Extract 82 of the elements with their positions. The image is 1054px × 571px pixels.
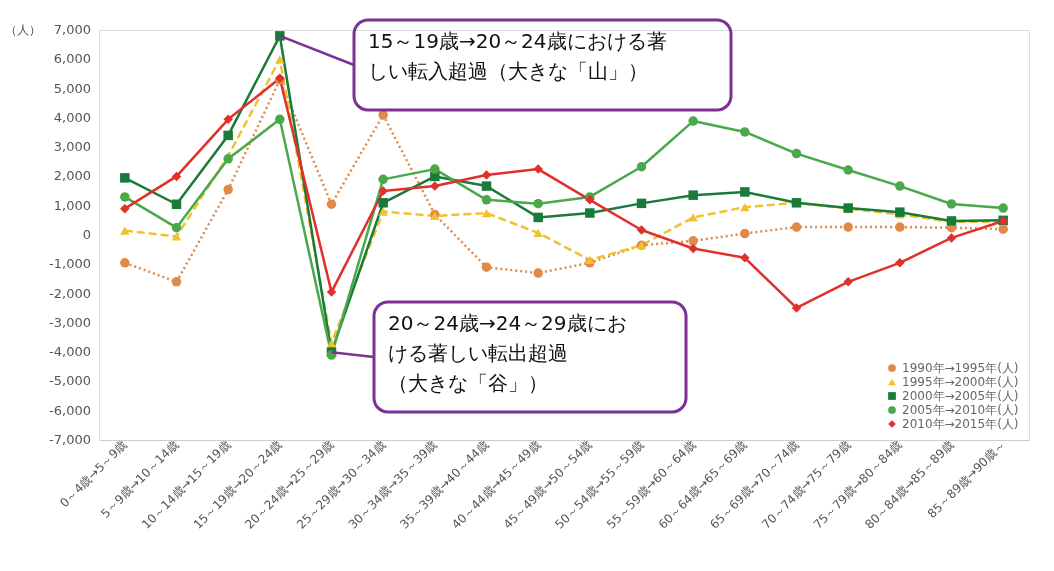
point — [791, 303, 802, 313]
point — [171, 222, 182, 233]
point — [636, 162, 647, 172]
y-tick-label: 7,000 — [53, 22, 91, 37]
y-tick-label: 5,000 — [53, 80, 91, 96]
legend-label: 1990年→1995年(人) — [902, 361, 1019, 375]
point — [688, 116, 698, 126]
point — [223, 114, 233, 125]
y-tick-label: -7,000 — [49, 432, 91, 447]
point — [120, 173, 130, 183]
y-tick-label: 6,000 — [53, 51, 91, 67]
y-tick-label: 1,000 — [53, 197, 91, 213]
point — [946, 233, 957, 243]
y-tick-label: 0 — [82, 227, 91, 242]
point — [791, 148, 802, 159]
point — [481, 208, 492, 218]
point — [120, 192, 130, 202]
point — [895, 181, 905, 191]
y-tick-label: -2,000 — [49, 285, 91, 301]
point — [688, 213, 698, 222]
y-tick-label: 4,000 — [53, 109, 91, 125]
point — [120, 258, 130, 268]
point — [275, 55, 285, 64]
point — [533, 164, 543, 174]
point — [533, 212, 543, 223]
point — [740, 203, 750, 212]
point — [843, 222, 853, 232]
point — [998, 203, 1008, 213]
point — [223, 130, 233, 141]
legend-label: 2000年→2005年(人) — [902, 389, 1019, 403]
point — [946, 199, 957, 209]
point — [740, 127, 750, 137]
point — [378, 198, 388, 208]
annotation: 15～19歳→20～24歳における著しい転入超過（大きな「山」） — [368, 29, 667, 83]
legend-label: 2010年→2015年(人) — [902, 417, 1019, 431]
point — [223, 184, 233, 195]
point — [326, 287, 337, 297]
y-axis-title: （人） — [5, 23, 41, 37]
y-tick-label: -3,000 — [49, 314, 91, 330]
point — [688, 243, 698, 254]
point — [171, 199, 182, 209]
point — [895, 222, 905, 232]
point — [430, 164, 440, 174]
point — [275, 114, 285, 125]
point — [585, 208, 595, 218]
point — [326, 199, 337, 209]
y-tick-label: -1,000 — [49, 256, 91, 272]
point — [326, 339, 337, 348]
y-tick-label: -6,000 — [49, 402, 91, 418]
point — [120, 203, 130, 214]
point — [481, 262, 492, 272]
point — [171, 171, 182, 182]
point — [120, 226, 130, 235]
point — [791, 222, 802, 232]
point — [533, 268, 543, 278]
point — [378, 174, 388, 185]
y-tick-label: 3,000 — [53, 139, 91, 155]
point — [481, 195, 492, 205]
legend-label: 2005年→2010年(人) — [902, 403, 1019, 417]
point — [740, 228, 750, 239]
point — [636, 198, 647, 209]
legend-label: 1995年→2000年(人) — [902, 375, 1019, 389]
point — [533, 228, 543, 238]
point — [585, 255, 595, 264]
y-tick-label: -5,000 — [49, 373, 91, 389]
point — [171, 277, 182, 287]
point — [533, 198, 543, 209]
point — [843, 165, 853, 175]
point — [688, 190, 698, 200]
point — [740, 187, 750, 197]
point — [740, 253, 750, 263]
point — [171, 232, 182, 241]
point — [895, 258, 905, 268]
y-tick-label: 2,000 — [53, 168, 91, 184]
y-tick-label: -4,000 — [49, 344, 91, 360]
point — [843, 277, 853, 287]
point — [481, 170, 492, 180]
point — [378, 207, 388, 216]
point — [481, 181, 492, 191]
point — [636, 225, 647, 235]
annotation: 20～24歳→24～29歳における著しい転出超過（大きな「谷」） — [388, 311, 627, 395]
point — [688, 236, 698, 246]
